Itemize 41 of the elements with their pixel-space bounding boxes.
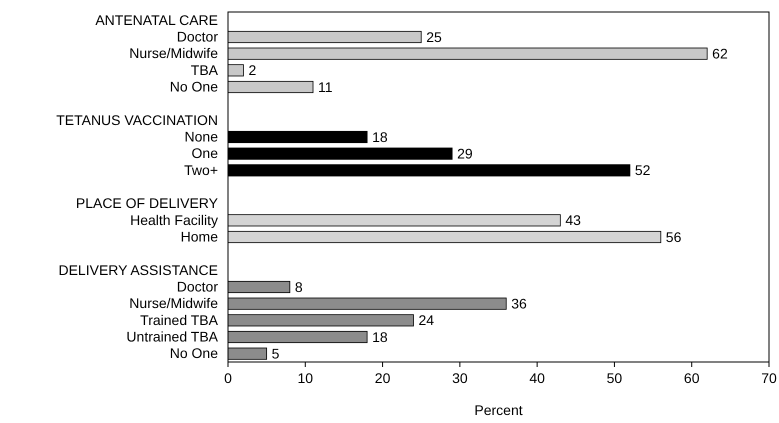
- data-label: 2: [248, 62, 256, 78]
- data-label: 24: [418, 312, 434, 328]
- x-tick-label: 40: [529, 370, 546, 386]
- y-tick-label: DELIVERY ASSISTANCE: [58, 262, 218, 278]
- y-tick-label: None: [184, 128, 218, 144]
- data-label: 29: [457, 146, 473, 162]
- x-tick-label: 10: [297, 370, 314, 386]
- x-axis-title: Percent: [474, 402, 523, 418]
- data-label: 8: [294, 278, 303, 295]
- x-tick-label: 20: [374, 370, 391, 386]
- y-tick-label: PLACE OF DELIVERY: [76, 195, 219, 212]
- y-tick-label: No One: [170, 78, 218, 94]
- y-tick-label: Health Facility: [130, 212, 218, 228]
- data-label: 18: [372, 128, 388, 145]
- x-tick-label: 0: [224, 370, 232, 386]
- x-tick-label: 30: [452, 370, 468, 386]
- y-tick-label: No One: [170, 345, 218, 362]
- x-tick-label: 70: [761, 370, 777, 386]
- y-tick-label: ANTENATAL CARE: [95, 12, 218, 28]
- data-label: 43: [565, 212, 582, 228]
- y-tick-label: Home: [180, 228, 218, 244]
- y-tick-label: Two+: [184, 162, 218, 178]
- y-tick-label: One: [192, 145, 218, 162]
- data-label: 25: [426, 28, 442, 45]
- y-tick-label: Nurse/Midwife: [129, 45, 218, 62]
- data-label: 36: [511, 296, 528, 312]
- y-tick-label: Trained TBA: [140, 312, 219, 328]
- x-tick-label: 60: [684, 370, 700, 386]
- data-label: 56: [666, 228, 682, 245]
- data-label: 5: [272, 346, 280, 362]
- y-tick-label: Doctor: [176, 28, 218, 44]
- data-label: 18: [372, 328, 388, 345]
- data-label: 11: [318, 78, 333, 95]
- data-label: 52: [634, 162, 651, 178]
- y-tick-label: TETANUS VACCINATION: [56, 112, 218, 128]
- y-tick-label: Untrained TBA: [126, 328, 219, 344]
- x-tick-label: 50: [606, 370, 622, 386]
- data-label: 62: [712, 46, 728, 62]
- y-tick-label: Nurse/Midwife: [129, 295, 218, 312]
- y-tick-label: TBA: [190, 62, 219, 78]
- y-tick-label: Doctor: [176, 278, 218, 294]
